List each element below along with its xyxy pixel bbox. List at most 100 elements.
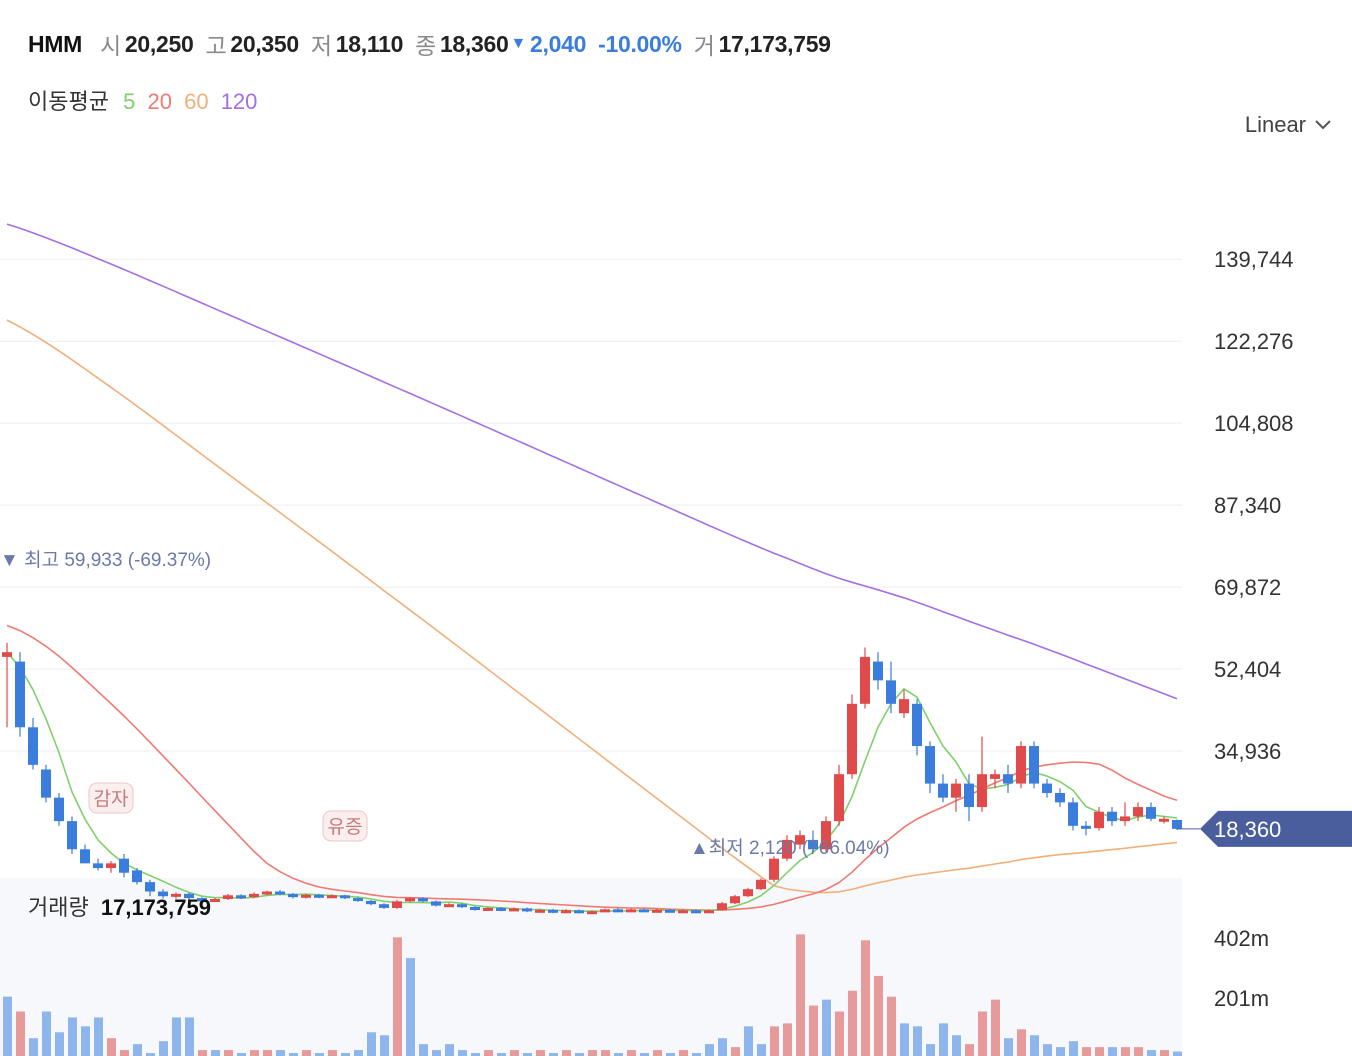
candle-body [977, 774, 987, 808]
candle-body [548, 909, 558, 913]
event-badge [88, 782, 134, 814]
candle-body [1172, 819, 1182, 829]
high-value: 20,350 [230, 30, 299, 57]
candle-body [249, 893, 259, 898]
candle-body [860, 656, 870, 704]
volume-bar [406, 958, 415, 1056]
volume-bar [1017, 1029, 1026, 1056]
candle-body [1003, 774, 1013, 784]
volume-bar [42, 1011, 51, 1056]
price-tick-label: 122,276 [1214, 329, 1294, 354]
volume-bar [146, 1053, 155, 1056]
volume-bar [718, 1038, 727, 1056]
candle-body [1068, 802, 1078, 826]
down-arrow-icon: ▼ [510, 35, 527, 52]
volume-bar [978, 1011, 987, 1056]
candle-body [1081, 825, 1091, 829]
volume-bar [120, 1050, 129, 1056]
candle-body [327, 895, 337, 899]
volume-bar [1160, 1050, 1169, 1056]
volume-bar [94, 1017, 103, 1056]
candle-body [873, 661, 883, 681]
high-label: 고 [205, 33, 227, 59]
candle-body [119, 858, 129, 873]
volume-bar [1069, 1041, 1078, 1056]
high-annotation: ▼ 최고 59,933 (-69.37%) [0, 549, 211, 571]
volume-bar [172, 1017, 181, 1056]
candle-body [587, 911, 597, 915]
candle-body [717, 903, 727, 911]
volume-bar [341, 1053, 350, 1056]
candle-body [1133, 807, 1143, 817]
candle-body [132, 870, 142, 883]
candle-body [496, 907, 506, 911]
volume-bar [757, 1044, 766, 1056]
volume-bar [1004, 1038, 1013, 1056]
candle-body [2, 652, 12, 657]
candle-body [899, 699, 909, 714]
volume-bar [887, 996, 896, 1056]
volume-bar [874, 975, 883, 1056]
ma20-label[interactable]: 20 [147, 89, 172, 114]
candle-body [808, 839, 818, 850]
volume-bar [484, 1050, 493, 1056]
candle-body [626, 909, 636, 913]
candle-body [54, 797, 64, 822]
candle-body [990, 774, 1000, 779]
scale-selector[interactable]: Linear [1245, 112, 1332, 138]
candle-body [392, 901, 402, 908]
event-badge-label: 감자 [94, 788, 129, 810]
volume-bar [1147, 1050, 1156, 1056]
candle-body [457, 904, 467, 908]
event-badge-label: 유증 [328, 817, 363, 838]
candle-body [418, 898, 428, 902]
volume-bar [29, 1038, 38, 1056]
candle-body [535, 909, 545, 913]
volume-bar [432, 1050, 441, 1056]
moving-average-legend[interactable]: 이동평균 5 20 60 120 [28, 84, 263, 116]
price-tick-label: 34,936 [1214, 739, 1281, 764]
volume-bar [770, 1026, 779, 1056]
candle-body [80, 849, 90, 864]
volume-bar [211, 1050, 220, 1056]
volume-bar [614, 1053, 623, 1056]
symbol: HMM [28, 30, 83, 57]
candle-body [483, 907, 493, 911]
candle-body [912, 703, 922, 747]
candle-body [769, 858, 779, 880]
quote-header: HMM 시 20,250 고 20,350 저 18,110 종 18,360 … [28, 26, 843, 62]
volume-bar [562, 1050, 571, 1056]
volume-bar [523, 1053, 532, 1056]
volume-tick-label: 402m [1214, 926, 1269, 951]
close-value: 18,360 [439, 30, 509, 57]
last-price-label: 18,360 [1214, 817, 1281, 842]
candle-body [522, 908, 532, 912]
volume-bar [471, 1053, 480, 1056]
candle-body [1042, 783, 1052, 793]
volume-bar [939, 1023, 948, 1056]
candle-body [600, 909, 610, 913]
volume-bar [315, 1053, 324, 1056]
ma120-label[interactable]: 120 [220, 89, 258, 114]
candle-body [795, 835, 805, 845]
ma120-line [6, 223, 1178, 700]
volume-bar [289, 1053, 298, 1056]
volume-bar [1095, 1047, 1104, 1056]
change-value: 2,040 [530, 30, 587, 57]
candle-body [431, 901, 441, 906]
last-price-tag [1200, 810, 1352, 847]
volume-bar [237, 1053, 246, 1056]
volume-bar [926, 1044, 935, 1056]
candle-body [1120, 816, 1130, 822]
candle-body [613, 909, 623, 913]
ma60-label[interactable]: 60 [184, 89, 209, 114]
volume-bar [510, 1050, 519, 1056]
candle-body [171, 893, 181, 897]
volume-bar [1056, 1047, 1065, 1056]
candle-body [1055, 792, 1065, 803]
volume-bar [276, 1050, 285, 1056]
candle-body [184, 893, 194, 899]
ma5-label[interactable]: 5 [123, 89, 136, 114]
price-tick-label: 87,340 [1214, 493, 1281, 518]
